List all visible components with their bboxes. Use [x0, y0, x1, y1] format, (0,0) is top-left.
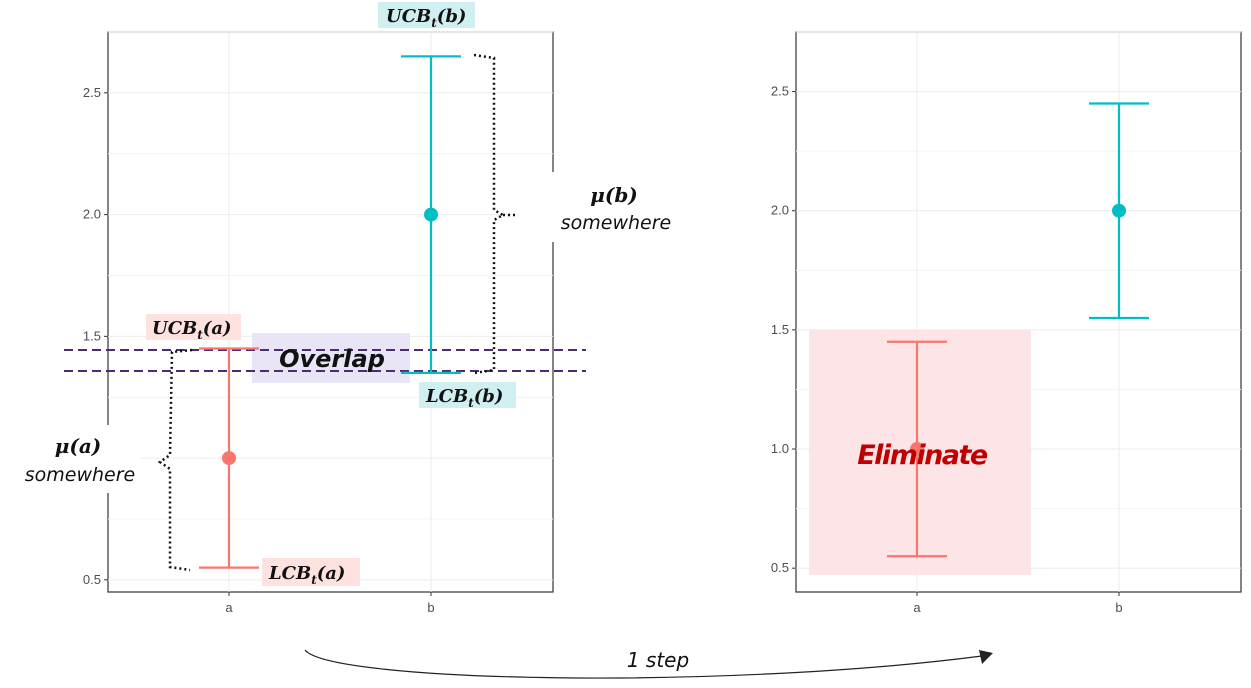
- y-tick-label: 1.5: [771, 322, 789, 337]
- transition-label: 1 step: [627, 648, 689, 672]
- x-tick-label: a: [225, 600, 233, 615]
- y-tick-label: 2.0: [771, 203, 789, 218]
- mu-b-box: [520, 172, 685, 242]
- eliminate-label: Eliminate: [857, 440, 988, 471]
- x-tick-label: b: [1115, 600, 1122, 615]
- y-tick-label: 2.5: [771, 84, 789, 99]
- mean-point-a: [222, 451, 236, 466]
- left-errorbars: [199, 55, 461, 569]
- right-tick-labels: 0.5 1.0 1.5 2.0 2.5 a b: [771, 84, 1123, 615]
- transition-arrowhead: [979, 650, 993, 664]
- lcb-a-label: LCBt(a): [268, 563, 345, 587]
- mean-point-b: [1112, 203, 1126, 218]
- right-chart: 0.5 1.0 1.5 2.0 2.5 a b Eliminate: [771, 31, 1242, 615]
- mu-a-box: [6, 425, 140, 493]
- ucb-a-chip: [146, 314, 241, 340]
- y-tick-label: 1.5: [83, 328, 101, 343]
- left-plot-border: [107, 31, 554, 593]
- left-chart: 0.51.01.52.02.5ab Overlap UCBt(b) UCBt(a…: [6, 2, 685, 615]
- mu-b-somewhere: somewhere: [561, 212, 672, 234]
- y-tick-label: 2.0: [83, 207, 101, 222]
- overlap-label: Overlap: [279, 345, 385, 373]
- y-tick-label: 2.5: [83, 85, 101, 100]
- mu-a-somewhere: somewhere: [25, 464, 136, 486]
- mean-point-a: [910, 442, 924, 457]
- lcb-b-chip: [419, 382, 516, 408]
- ucb-b-label: UCBt(b): [386, 6, 466, 30]
- x-tick-label: b: [427, 600, 434, 615]
- mu-a-label: μ(a): [55, 434, 102, 458]
- mu-b-brace: [473, 53, 506, 375]
- y-tick-label: 0.5: [771, 560, 789, 575]
- ucb-a-label: UCBt(a): [152, 318, 232, 342]
- y-tick-label: 0.5: [83, 572, 101, 587]
- lcb-b-label: LCBt(b): [425, 386, 503, 410]
- mean-point-b: [424, 207, 438, 222]
- mu-a-brace: [157, 348, 193, 572]
- overlap-highlight: [252, 333, 410, 383]
- transition-arrow: [304, 649, 983, 679]
- right-errorbars: [887, 102, 1149, 558]
- lcb-a-chip: [262, 558, 360, 586]
- mu-b-label: μ(b): [590, 183, 638, 207]
- x-tick-label: a: [913, 600, 921, 615]
- ucb-b-chip: [378, 2, 475, 28]
- y-tick-label: 1.0: [771, 441, 789, 456]
